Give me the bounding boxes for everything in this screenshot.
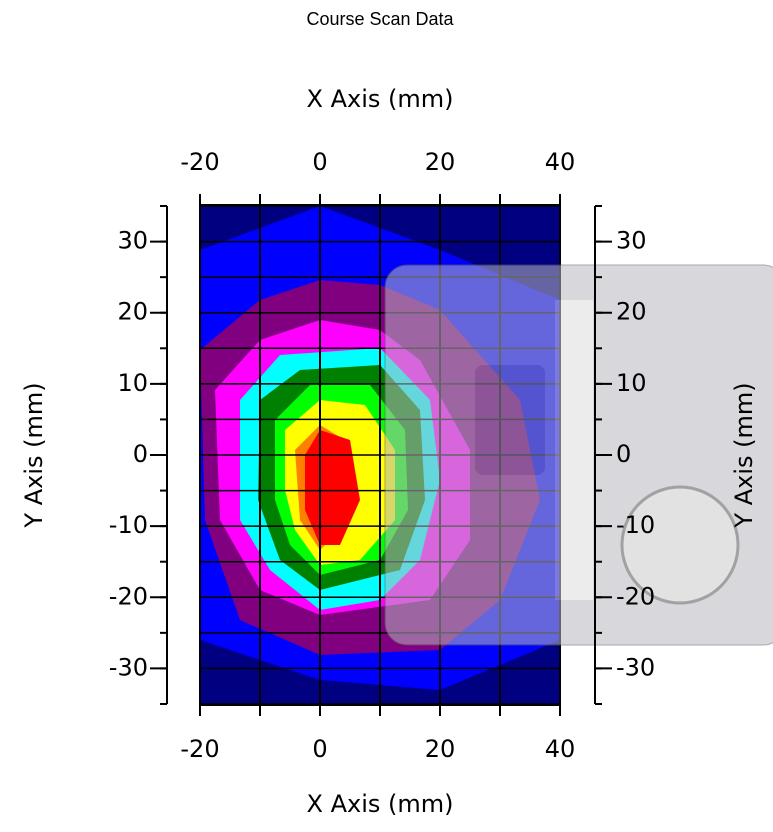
camera-overlay (384, 264, 773, 646)
x-tick-label: 40 (545, 735, 576, 763)
x-tick-label: 0 (312, 735, 327, 763)
x-tick-label: 20 (425, 148, 456, 176)
x-tick-label: 40 (545, 148, 576, 176)
camera-dial (620, 485, 740, 605)
chart-title: Course Scan Data (306, 9, 454, 29)
y-tick-label: -20 (616, 582, 655, 610)
camera-barcode (555, 300, 593, 600)
x-tick-label: -20 (180, 148, 219, 176)
y-tick-label: 30 (117, 227, 148, 255)
y-axis-title-right: Y Axis (mm) (730, 382, 758, 528)
y-tick-label: 20 (616, 298, 647, 326)
x-tick-label: 0 (312, 148, 327, 176)
y-tick-label: -30 (109, 653, 148, 681)
camera-label (475, 365, 545, 475)
axes: -20 -20 0 0 20 20 40 40 -30 -30 -20 -20 -10 -10 0 0 10 10… (109, 148, 655, 763)
y-tick-label: -10 (616, 511, 655, 539)
y-tick-label: 10 (616, 369, 647, 397)
y-tick-label: 0 (133, 440, 148, 468)
x-tick-label: 20 (425, 735, 456, 763)
y-tick-label: 20 (117, 298, 148, 326)
x-axis-title-bottom: X Axis (mm) (307, 790, 454, 818)
y-tick-label: 0 (616, 440, 631, 468)
y-axis-title-left: Y Axis (mm) (20, 382, 48, 528)
y-tick-label: 30 (616, 227, 647, 255)
y-tick-label: -20 (109, 582, 148, 610)
y-tick-label: 10 (117, 369, 148, 397)
y-tick-label: -10 (109, 511, 148, 539)
y-tick-label: -30 (616, 653, 655, 681)
x-axis-title-top: X Axis (mm) (307, 85, 454, 113)
x-tick-label: -20 (180, 735, 219, 763)
contour-band (305, 430, 360, 545)
